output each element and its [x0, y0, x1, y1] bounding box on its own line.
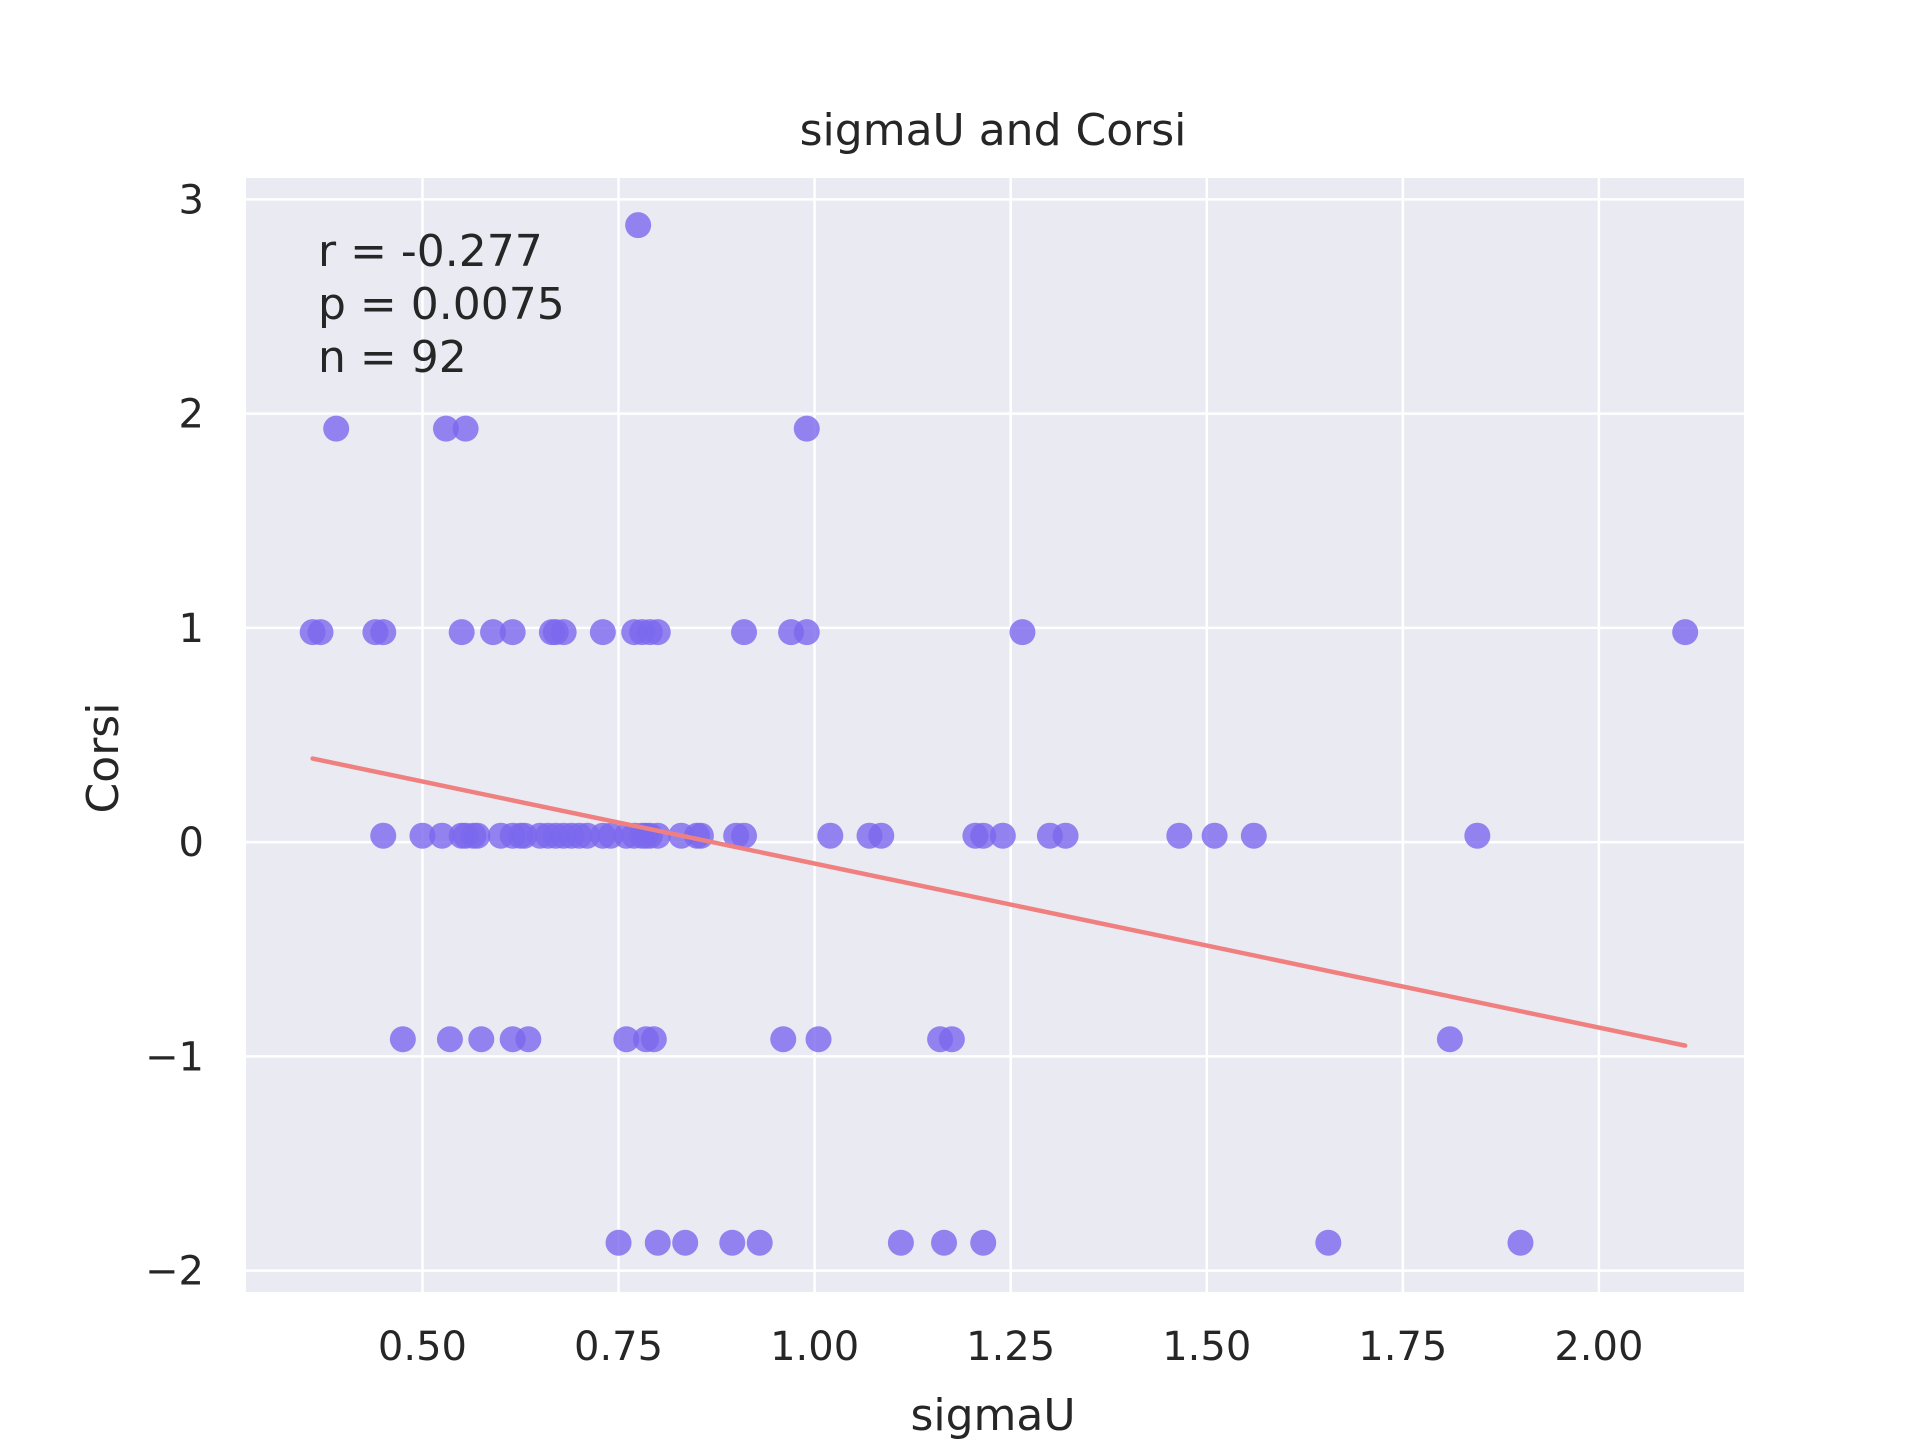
scatter-point [448, 619, 475, 646]
scatter-point [887, 1229, 914, 1256]
x-tick-label: 0.50 [378, 1324, 467, 1370]
scatter-point [625, 212, 652, 239]
y-tick-label: 1 [179, 606, 204, 652]
scatter-point [605, 1229, 632, 1256]
scatter-point [817, 822, 844, 849]
scatter-point [515, 1026, 542, 1053]
scatter-point [429, 822, 456, 849]
scatter-point [370, 822, 397, 849]
scatter-point [468, 1026, 495, 1053]
scatter-point [613, 1026, 640, 1053]
scatter-point [805, 1026, 832, 1053]
scatter-point [1240, 822, 1267, 849]
scatter-point [480, 619, 507, 646]
x-tick-label: 1.75 [1358, 1324, 1447, 1370]
scatter-point [1201, 822, 1228, 849]
x-gridlines [421, 178, 1601, 1292]
scatter-point [1315, 1229, 1342, 1256]
scatter-point [644, 619, 671, 646]
scatter-point [770, 1026, 797, 1053]
scatter-point [989, 822, 1016, 849]
y-tick-label: 0 [179, 820, 204, 866]
scatter-point [589, 619, 616, 646]
scatter-point [793, 619, 820, 646]
x-tick-label: 0.75 [574, 1324, 663, 1370]
scatter-point [731, 822, 758, 849]
annotation-line: n = 92 [318, 332, 467, 383]
scatter-point [731, 619, 758, 646]
y-tick-labels: −2 −1 0 1 2 3 [145, 177, 204, 1294]
scatter-point [644, 1229, 671, 1256]
scatter-point [719, 1229, 746, 1256]
scatter-point [938, 1026, 965, 1053]
y-tick-label: −2 [145, 1249, 204, 1295]
scatter-point [550, 619, 577, 646]
scatter-point [370, 619, 397, 646]
scatter-point [1166, 822, 1193, 849]
x-tick-label: 1.00 [770, 1324, 859, 1370]
scatter-point [1507, 1229, 1534, 1256]
scatter-point [931, 1229, 958, 1256]
scatter-point [746, 1229, 773, 1256]
scatter-point [452, 415, 479, 442]
scatter-point [1464, 822, 1491, 849]
scatter-point [793, 415, 820, 442]
scatter-point [1672, 619, 1699, 646]
scatter-point [499, 619, 526, 646]
scatter-point [464, 822, 491, 849]
regression-line [310, 756, 1688, 1048]
annotation-line: p = 0.0075 [318, 279, 565, 330]
scatter-point [1436, 1026, 1463, 1053]
scatter-point [1009, 619, 1036, 646]
scatter-point [868, 822, 895, 849]
x-tick-label: 2.00 [1554, 1324, 1643, 1370]
x-tick-label: 1.50 [1162, 1324, 1251, 1370]
y-tick-label: 2 [179, 392, 204, 438]
y-axis-label: Corsi [78, 703, 129, 814]
scatter-point [970, 1229, 997, 1256]
x-tick-labels: 0.50 0.75 1.00 1.25 1.50 1.75 2.00 [378, 1324, 1644, 1370]
scatter-point [323, 415, 350, 442]
scatter-point [1052, 822, 1079, 849]
x-tick-label: 1.25 [966, 1324, 1055, 1370]
scatter-point [409, 822, 436, 849]
scatter-point [970, 822, 997, 849]
scatter-point [307, 619, 334, 646]
y-tick-label: −1 [145, 1034, 204, 1080]
plot-area [246, 178, 1744, 1292]
annotation-line: r = -0.277 [318, 226, 543, 277]
x-axis-label: sigmaU [910, 1390, 1075, 1440]
y-tick-label: 3 [179, 177, 204, 223]
scatter-point [436, 1026, 463, 1053]
scatter-point [672, 1229, 699, 1256]
chart-title: sigmaU and Corsi [800, 105, 1187, 156]
data-points [299, 212, 1699, 1256]
scatter-point [640, 1026, 667, 1053]
scatter-point [389, 1026, 416, 1053]
scatter-point [432, 415, 459, 442]
